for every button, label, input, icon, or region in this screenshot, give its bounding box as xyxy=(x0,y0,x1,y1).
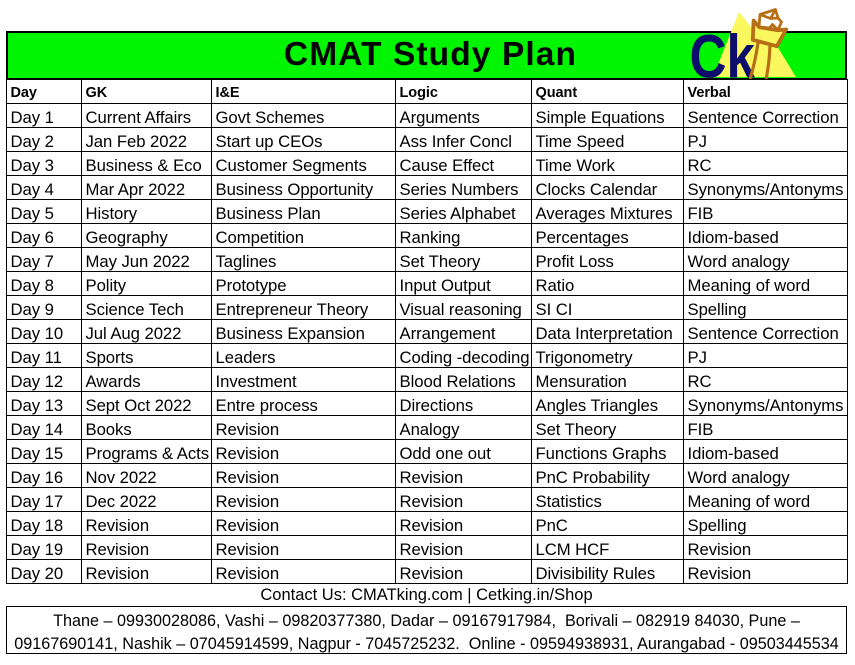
svg-text:Ck: Ck xyxy=(690,23,756,86)
